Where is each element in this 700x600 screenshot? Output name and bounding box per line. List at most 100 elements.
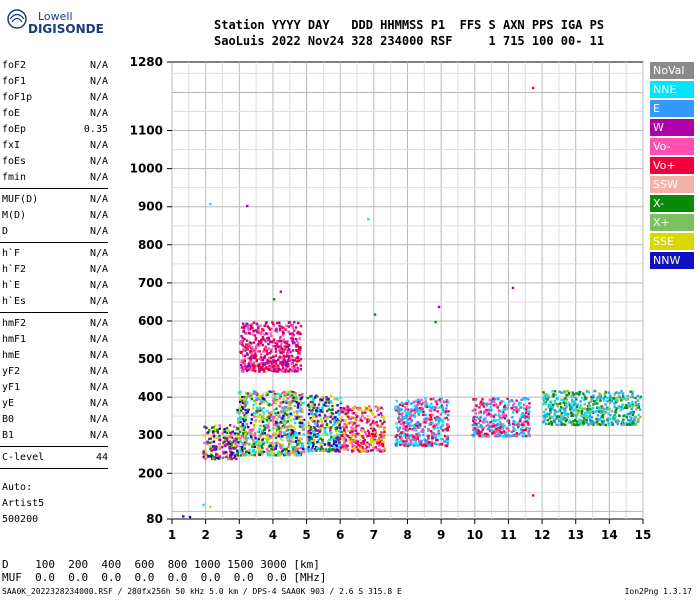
echo-point xyxy=(291,332,294,335)
echo-point xyxy=(438,417,441,420)
echo-point xyxy=(556,404,559,407)
echo-point xyxy=(291,337,295,341)
echo-point xyxy=(333,434,336,438)
echo-point xyxy=(524,407,527,411)
echo-point xyxy=(243,359,246,363)
echo-point xyxy=(598,394,602,397)
echo-point xyxy=(264,423,268,427)
echo-point xyxy=(274,394,277,397)
echo-point xyxy=(308,439,311,443)
echo-point xyxy=(343,433,346,437)
echo-point xyxy=(247,425,250,429)
echo-point xyxy=(357,443,360,447)
echo-point xyxy=(218,442,221,446)
echo-point xyxy=(435,424,438,427)
echo-point xyxy=(553,413,557,417)
echo-point xyxy=(564,397,567,400)
param-value: N/A xyxy=(89,60,108,71)
echo-point xyxy=(365,407,368,411)
echo-point xyxy=(218,445,222,448)
echo-point xyxy=(243,358,246,361)
echo-point xyxy=(517,424,521,427)
echo-point xyxy=(291,440,294,444)
echo-point xyxy=(373,438,376,441)
echo-point xyxy=(297,415,301,419)
echo-point xyxy=(342,425,345,428)
echo-point xyxy=(482,421,485,424)
echo-point xyxy=(254,369,257,373)
echo-point xyxy=(275,423,278,427)
echo-point xyxy=(329,394,333,397)
echo-point xyxy=(349,421,352,424)
echo-point xyxy=(595,409,598,413)
echo-point xyxy=(298,432,301,435)
echo-point xyxy=(570,421,573,424)
echo-point xyxy=(296,366,299,370)
echo-point xyxy=(491,397,495,401)
echo-point xyxy=(230,457,233,461)
echo-point xyxy=(249,327,252,330)
echo-point xyxy=(236,451,239,455)
echo-point xyxy=(311,446,314,450)
echo-point xyxy=(249,351,252,354)
echo-point xyxy=(374,446,378,449)
echo-point xyxy=(252,448,256,452)
echo-point xyxy=(246,402,249,405)
echo-point xyxy=(329,429,332,432)
echo-point xyxy=(444,444,447,447)
echo-point xyxy=(348,438,351,441)
echo-point xyxy=(240,366,243,369)
echo-point xyxy=(429,423,433,426)
echo-point xyxy=(413,415,416,418)
echo-point xyxy=(277,340,280,343)
echo-point xyxy=(336,404,339,407)
echo-point xyxy=(351,407,354,410)
echo-point xyxy=(316,395,319,398)
echo-point xyxy=(269,356,273,359)
echo-point xyxy=(592,406,595,409)
echo-point xyxy=(549,415,552,418)
echo-point xyxy=(574,414,577,417)
echo-point xyxy=(330,401,334,405)
echo-point xyxy=(379,412,383,415)
echo-point xyxy=(607,412,610,415)
echo-point xyxy=(406,412,409,415)
echo-point xyxy=(606,419,610,423)
echo-point xyxy=(560,407,563,410)
y-tick-label: 1100 xyxy=(130,124,163,138)
echo-point xyxy=(351,423,355,426)
echo-point xyxy=(554,417,558,420)
echo-point xyxy=(376,424,379,427)
echo-point xyxy=(427,444,430,447)
echo-point xyxy=(269,414,272,418)
echo-point xyxy=(245,423,248,426)
echo-point xyxy=(431,437,434,440)
echo-point xyxy=(286,416,290,419)
echo-point xyxy=(447,425,451,428)
echo-point xyxy=(288,437,292,440)
echo-point xyxy=(268,328,272,331)
echo-point xyxy=(287,393,291,396)
echo-point xyxy=(419,410,423,413)
echo-point xyxy=(446,437,450,440)
echo-point xyxy=(584,396,587,399)
echo-point xyxy=(562,401,566,405)
echo-point xyxy=(280,347,284,350)
echo-point xyxy=(254,328,258,332)
echo-point xyxy=(592,420,595,424)
echo-point xyxy=(405,421,408,424)
echo-point xyxy=(252,354,256,357)
echo-point xyxy=(371,448,374,452)
echo-point xyxy=(213,458,217,461)
echo-point xyxy=(299,437,303,441)
echo-point xyxy=(630,407,633,411)
echo-point xyxy=(571,414,575,417)
echo-point xyxy=(243,325,246,328)
echo-point xyxy=(360,450,363,453)
echo-point xyxy=(210,449,213,452)
echo-point xyxy=(560,398,563,402)
echo-point xyxy=(616,418,620,422)
echo-point xyxy=(435,443,439,446)
echo-point xyxy=(397,409,400,412)
echo-point xyxy=(258,435,261,438)
